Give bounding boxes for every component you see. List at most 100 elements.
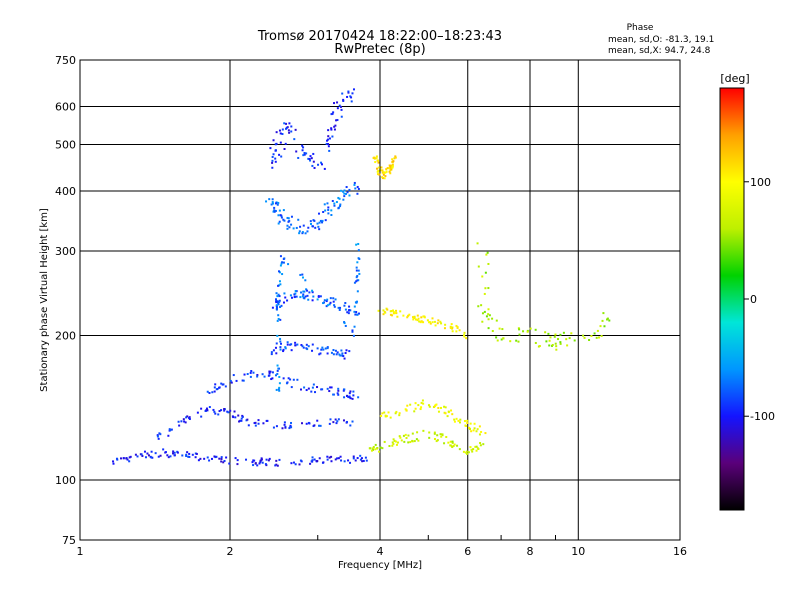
data-point [283,148,286,151]
data-point [377,159,380,162]
data-point [470,448,473,451]
data-point [294,341,297,344]
data-point [391,444,394,447]
data-point [357,312,360,315]
data-point [457,419,460,422]
data-point [274,209,277,212]
data-point [342,355,345,358]
data-point [200,415,203,418]
data-point [206,390,209,393]
data-point [169,455,172,458]
data-point [319,295,322,298]
data-point [321,163,324,166]
data-point [349,390,352,393]
data-point [311,456,314,459]
data-point [402,314,405,317]
data-point [150,456,153,459]
data-point [275,463,278,466]
data-point [595,336,598,339]
data-point [332,393,335,396]
data-point [302,146,305,149]
data-point [280,262,283,265]
data-point [253,422,256,425]
data-point [305,343,308,346]
data-point [444,323,447,326]
data-point [176,451,179,454]
data-point [218,386,221,389]
data-point [276,295,279,298]
data-point [347,395,350,398]
data-point [286,224,289,227]
data-point [383,177,386,180]
data-point [281,261,284,264]
data-point [436,322,439,325]
data-point [352,88,355,91]
data-point [332,349,335,352]
data-point [353,325,356,328]
data-point [436,439,439,442]
data-point [328,149,331,152]
data-point [428,405,431,408]
data-point [394,412,397,415]
data-point [301,232,304,235]
data-point [545,340,548,343]
data-point [293,296,296,299]
data-point [469,446,472,449]
x-axis-label: Frequency [MHz] [338,560,422,571]
data-point [333,304,336,307]
data-point [389,167,392,170]
data-point [337,207,340,210]
data-point [344,324,347,327]
data-point [353,183,356,186]
data-point [361,460,364,463]
data-point [283,292,286,295]
data-point [380,166,383,169]
data-point [125,457,128,460]
data-point [353,281,356,284]
data-point [385,170,388,173]
data-point [451,326,454,329]
data-point [451,327,454,330]
data-point [392,312,395,315]
data-point [276,319,279,322]
data-point [278,220,281,223]
y-tick-label: 100 [55,474,76,487]
data-point [551,343,554,346]
data-point [119,457,122,460]
data-point [311,349,314,352]
data-point [343,304,346,307]
data-point [273,206,276,209]
data-point [381,412,384,415]
data-point [346,311,349,314]
data-point [326,202,329,205]
data-point [343,192,346,195]
stats-o-line: mean, sd,O: -81.3, 19.1 [608,35,714,45]
data-point [311,225,314,228]
data-point [277,388,280,391]
data-point [381,171,384,174]
data-point [157,455,160,458]
data-point [446,415,449,418]
data-point [350,96,353,99]
data-point [208,392,211,395]
data-point [368,447,371,450]
data-point [333,204,336,207]
data-point [328,137,331,140]
data-point [402,434,405,437]
data-point [371,448,374,451]
data-point [277,314,280,317]
data-point [332,300,335,303]
data-point [559,333,562,336]
data-point [466,419,469,422]
data-point [447,410,450,413]
data-point [440,435,443,438]
plot-frame [79,59,681,541]
data-point [112,460,115,463]
data-point [333,128,336,131]
data-point [395,309,398,312]
data-point [270,351,273,354]
data-point [261,373,264,376]
data-point [156,435,159,438]
data-point [485,315,488,318]
data-point [348,350,351,353]
